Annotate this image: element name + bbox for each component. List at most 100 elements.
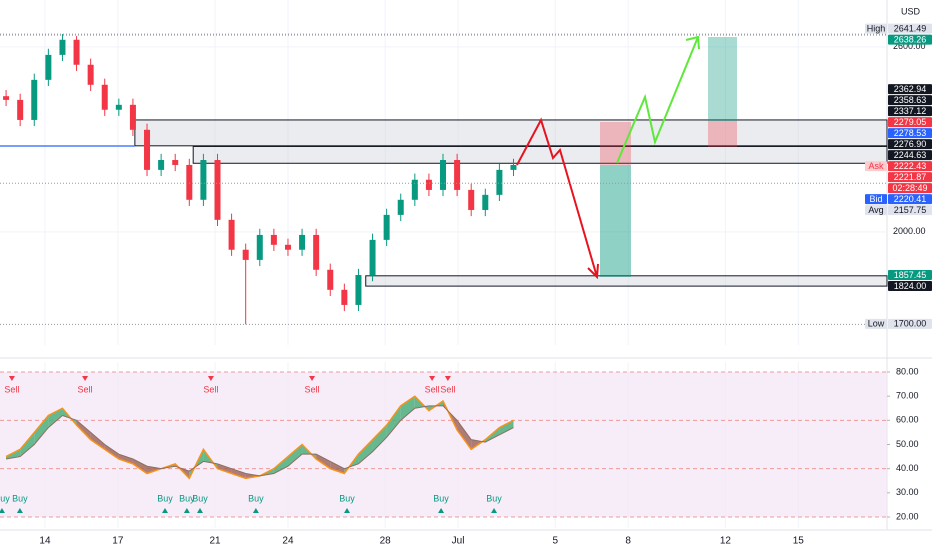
- badge-tag: [865, 205, 887, 216]
- candle-body: [242, 249, 249, 260]
- price-badge: [888, 150, 932, 161]
- x-tick-label: 14: [39, 536, 51, 547]
- badge-tag-label: Low: [868, 319, 885, 329]
- candle-body: [454, 160, 461, 190]
- price-badge-label: 02:28:49: [892, 183, 927, 193]
- oscillator-fill: [90, 432, 105, 450]
- oscillator-band: [0, 372, 887, 518]
- sell-label: Sell: [305, 384, 320, 394]
- badge-tag-label: Ask: [868, 161, 884, 171]
- candle-body: [482, 194, 489, 210]
- candle-body: [214, 160, 221, 220]
- price-badge-label: 2220.41: [894, 194, 927, 204]
- y-tick-label: 2600.00: [893, 41, 926, 51]
- sell-marker: [82, 376, 89, 381]
- price-badge-label: 1700.00: [894, 319, 927, 329]
- oscillator-fill: [358, 439, 373, 464]
- candle-body: [256, 234, 263, 260]
- buy-marker: [0, 508, 5, 513]
- oscillator-fill: [386, 405, 401, 438]
- price-badge: [888, 161, 932, 172]
- oscillator-fill: [330, 461, 345, 474]
- x-tick-label: 15: [793, 536, 805, 547]
- candle-body: [496, 169, 503, 195]
- candle-body: [355, 275, 362, 305]
- buy-marker: [344, 508, 351, 513]
- badge-tag-label: Bid: [869, 194, 882, 204]
- buy-label: Buy: [0, 493, 10, 503]
- sell-label: Sell: [78, 384, 93, 394]
- x-tick-label: Jul: [452, 536, 465, 547]
- buy-label: Buy: [157, 493, 173, 503]
- oscillator-fill: [34, 415, 49, 445]
- oscillator-fill: [400, 396, 415, 421]
- buy-marker: [197, 508, 204, 513]
- candle-body: [101, 84, 108, 110]
- x-tick-label: 5: [553, 536, 559, 547]
- candle-body: [87, 64, 94, 85]
- price-badge: [888, 139, 932, 150]
- candle-body: [425, 179, 432, 190]
- zone: [134, 119, 888, 147]
- bearish-projection: [516, 117, 599, 280]
- buy-marker: [162, 508, 169, 513]
- price-badge-label: 2638.26: [894, 34, 927, 44]
- price-badge-label: 2221.87: [894, 172, 927, 182]
- oscillator-fill: [499, 420, 514, 435]
- price-badge: [888, 128, 932, 139]
- oscillator-fill: [273, 456, 288, 474]
- zone: [365, 275, 888, 287]
- buy-label: Buy: [179, 493, 195, 503]
- candle-body: [284, 244, 291, 250]
- candle-body: [383, 214, 390, 240]
- buy-label: Buy: [12, 493, 28, 503]
- y-tick-label: 70.00: [896, 391, 919, 401]
- candle-body: [299, 234, 306, 250]
- price-badge-label: 2337.12: [894, 106, 927, 116]
- y-tick-label: 60.00: [896, 415, 919, 425]
- oscillator-fill: [316, 454, 331, 469]
- candle-body: [158, 160, 165, 170]
- candle-body: [31, 79, 38, 120]
- stop-zone: [708, 121, 737, 147]
- oscillator-line: [5, 405, 514, 477]
- y-tick-label: 40.00: [896, 463, 919, 473]
- candle-body: [73, 39, 80, 65]
- price-badge-label: 2244.63: [894, 150, 927, 160]
- buy-marker: [16, 508, 23, 513]
- oscillator-fill: [217, 463, 232, 474]
- candle-body: [397, 199, 404, 215]
- oscillator-fill: [231, 468, 246, 479]
- price-badge: [888, 117, 932, 128]
- buy-label: Buy: [433, 493, 449, 503]
- price-badge-label: 1824.00: [894, 281, 927, 291]
- candle-body: [186, 164, 193, 200]
- candle-body: [327, 269, 334, 290]
- badge-tag-label: High: [867, 23, 886, 33]
- oscillator-fill: [132, 459, 148, 474]
- badge-tag: [865, 318, 887, 329]
- oscillator-fill: [104, 444, 119, 460]
- sell-label: Sell: [203, 384, 218, 394]
- price-badge: [888, 194, 932, 205]
- y-tick-label: 30.00: [896, 487, 919, 497]
- badge-tag: [865, 161, 887, 172]
- candle-body: [45, 54, 52, 80]
- x-tick-label: 12: [720, 536, 732, 547]
- candle-body: [510, 164, 517, 170]
- badge-tag: [865, 23, 887, 34]
- candle-body: [144, 129, 151, 170]
- currency: USD: [901, 6, 921, 16]
- badge-tag-label: Avg: [868, 205, 883, 215]
- price-badge: [888, 23, 932, 34]
- x-tick-label: 28: [380, 536, 392, 547]
- buy-label: Buy: [486, 493, 502, 503]
- candle-body: [411, 179, 418, 200]
- sell-label: Sell: [425, 384, 440, 394]
- sell-marker: [8, 376, 15, 381]
- price-badge: [888, 318, 932, 329]
- oscillator-fill: [287, 444, 303, 467]
- sell-label: Sell: [4, 384, 19, 394]
- oscillator-fill: [76, 420, 91, 440]
